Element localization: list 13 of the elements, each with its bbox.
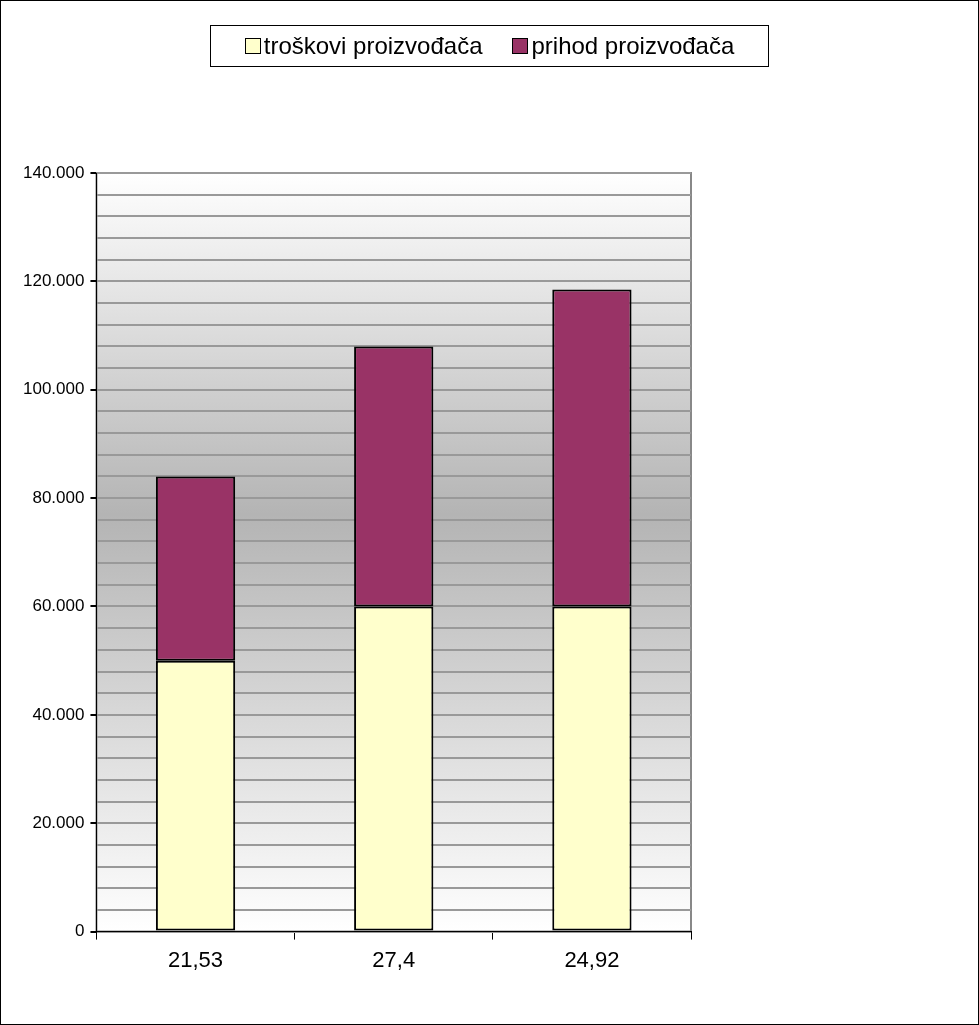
y-tick-label: 0 [74,921,85,941]
y-tick-label: 140.000 [23,162,85,182]
y-tick-label: 20.000 [32,812,85,832]
x-tick-label: 24,92 [564,946,620,972]
y-tick-label: 40.000 [32,704,85,724]
x-tick-label: 21,53 [168,946,224,972]
x-tick-label: 27,4 [372,946,416,972]
y-tick-label: 100.000 [23,379,85,399]
legend-label: prihod proizvođača [531,32,735,60]
y-tick-label: 60.000 [32,596,85,616]
y-tick-label: 120.000 [23,271,85,291]
y-tick-label: 80.000 [32,487,85,507]
legend-label: troškovi proizvođača [263,32,483,60]
